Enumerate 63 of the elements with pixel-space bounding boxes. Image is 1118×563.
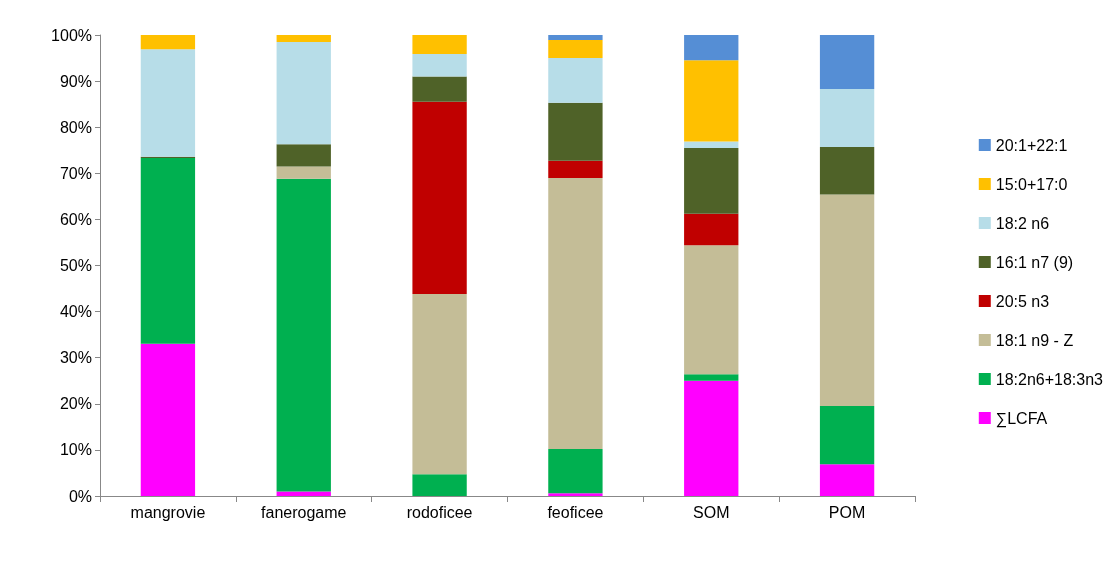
bar bbox=[819, 35, 875, 89]
bar bbox=[684, 380, 739, 496]
bar bbox=[276, 178, 331, 492]
y-tick-label: 20% bbox=[59, 395, 92, 413]
x-tick-label: feoficee bbox=[547, 503, 604, 521]
legend-label: 16:1 n7 (9) bbox=[995, 253, 1074, 271]
bar bbox=[684, 35, 739, 61]
bar bbox=[548, 160, 603, 178]
legend-label: 18:1 n9 - Z bbox=[995, 331, 1074, 349]
bar bbox=[548, 35, 603, 41]
bar bbox=[412, 101, 467, 295]
bar bbox=[276, 491, 331, 496]
bar bbox=[412, 76, 467, 102]
bar bbox=[819, 88, 875, 148]
y-tick-label: 0% bbox=[68, 487, 92, 505]
y-tick-label: 40% bbox=[59, 303, 92, 321]
y-tick-label: 50% bbox=[59, 257, 92, 274]
legend-label: 18:2 n6 bbox=[995, 214, 1050, 232]
y-tick-label: 80% bbox=[59, 118, 92, 136]
legend-label: 18:2n6+18:3n3 bbox=[995, 370, 1104, 388]
bar bbox=[548, 40, 603, 59]
x-tick-label: mangrovie bbox=[130, 503, 206, 521]
y-tick-label: 70% bbox=[59, 164, 92, 182]
bar bbox=[412, 474, 467, 496]
bar bbox=[140, 343, 196, 496]
y-tick-label: 30% bbox=[59, 349, 92, 367]
bar bbox=[819, 147, 875, 195]
y-tick-label: 10% bbox=[59, 441, 92, 459]
bar bbox=[412, 35, 467, 54]
x-tick-label: POM bbox=[828, 503, 866, 521]
bar bbox=[276, 41, 331, 145]
bar bbox=[276, 144, 331, 167]
bar bbox=[684, 60, 739, 142]
bar bbox=[819, 406, 875, 465]
bar bbox=[684, 374, 739, 381]
x-tick-label: rodoficee bbox=[406, 503, 473, 521]
bar bbox=[819, 194, 875, 407]
bar bbox=[412, 294, 467, 475]
bar bbox=[819, 464, 875, 496]
bar bbox=[684, 147, 739, 214]
bar bbox=[140, 158, 196, 344]
x-tick-label: fanerogame bbox=[261, 503, 347, 521]
legend-label: 20:1+22:1 bbox=[995, 136, 1068, 154]
legend-label: ∑LCFA bbox=[995, 409, 1048, 428]
legend-label: 15:0+17:0 bbox=[995, 175, 1068, 193]
bar bbox=[548, 102, 603, 161]
y-tick-label: 100% bbox=[51, 26, 92, 44]
bar bbox=[548, 177, 603, 449]
bar bbox=[548, 493, 603, 496]
legend-label: 20:5 n3 bbox=[995, 292, 1050, 310]
x-tick-label: SOM bbox=[693, 503, 730, 521]
y-tick-label: 60% bbox=[59, 210, 92, 228]
bar bbox=[548, 58, 603, 103]
bar bbox=[548, 448, 603, 494]
bar bbox=[276, 35, 331, 42]
bar bbox=[684, 141, 739, 148]
bar bbox=[684, 245, 739, 375]
bar bbox=[412, 53, 467, 77]
bar bbox=[140, 49, 196, 157]
bar bbox=[276, 166, 331, 179]
bar bbox=[684, 213, 739, 246]
y-tick-label: 90% bbox=[59, 72, 92, 90]
bar bbox=[140, 35, 196, 50]
